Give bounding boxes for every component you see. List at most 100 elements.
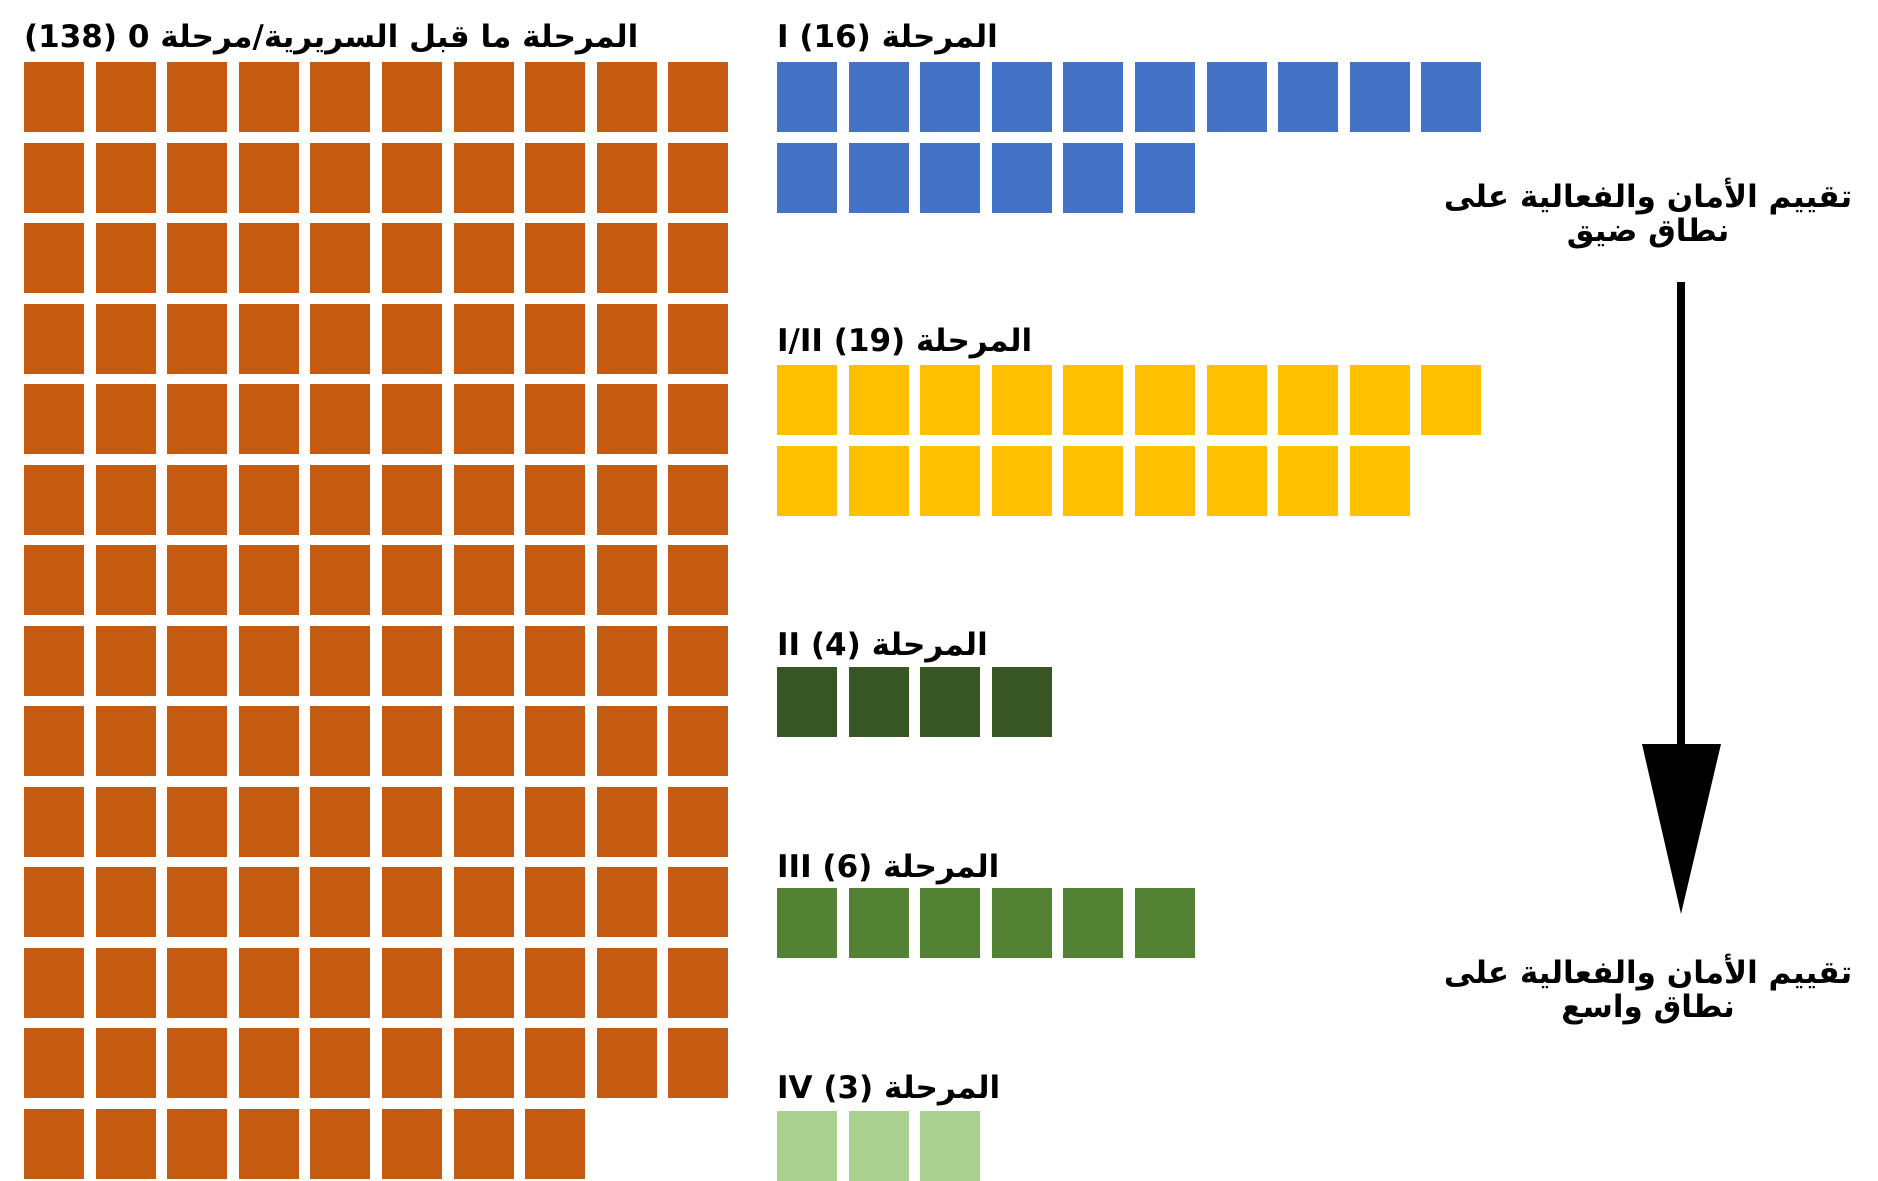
waffle-square <box>238 303 299 374</box>
waffle-square <box>95 947 156 1018</box>
waffle-square <box>167 947 228 1018</box>
waffle-square <box>310 786 371 857</box>
waffle-square <box>453 706 514 776</box>
waffle-square <box>920 62 981 132</box>
waffle-square <box>596 947 657 1018</box>
waffle-square <box>24 1028 84 1098</box>
waffle-square <box>24 625 84 696</box>
waffle-square <box>525 867 586 937</box>
waffle-square <box>920 1111 981 1181</box>
waffle-square <box>238 384 299 454</box>
waffle-square <box>310 947 371 1018</box>
waffle-square <box>453 1108 514 1179</box>
waffle-square <box>167 706 228 776</box>
group-title: المرحلة IV (3) <box>777 1070 1001 1106</box>
waffle-square <box>848 667 909 737</box>
waffle-square <box>310 1028 371 1098</box>
waffle-square <box>382 62 442 132</box>
waffle-square <box>1421 365 1482 435</box>
waffle-square <box>525 625 586 696</box>
waffle-square <box>1206 62 1267 132</box>
waffle-square <box>668 384 729 454</box>
waffle-square <box>382 625 442 696</box>
waffle-square <box>920 888 981 958</box>
waffle-square <box>668 303 729 374</box>
waffle-square <box>238 706 299 776</box>
waffle-square <box>920 445 981 516</box>
waffle-square <box>167 1108 228 1179</box>
waffle-square <box>668 1028 729 1098</box>
waffle-square <box>525 1108 586 1179</box>
waffle-square <box>24 867 84 937</box>
waffle-square <box>238 1108 299 1179</box>
waffle-square <box>24 947 84 1018</box>
group-title: المرحلة I/II (19) <box>777 323 1033 359</box>
waffle-square <box>848 888 909 958</box>
waffle-square <box>991 62 1052 132</box>
waffle-square <box>453 62 514 132</box>
waffle-square <box>95 1028 156 1098</box>
waffle-square <box>453 786 514 857</box>
arrow-head <box>1642 744 1721 914</box>
waffle-square <box>991 667 1052 737</box>
waffle-square <box>238 867 299 937</box>
waffle-square <box>453 625 514 696</box>
waffle-square <box>777 365 837 435</box>
waffle-square <box>238 947 299 1018</box>
waffle-square <box>382 142 442 213</box>
waffle-square <box>95 464 156 535</box>
waffle-square <box>382 384 442 454</box>
waffle-square <box>848 445 909 516</box>
waffle-square <box>453 303 514 374</box>
waffle-square <box>382 786 442 857</box>
waffle-square <box>596 867 657 937</box>
waffle-square <box>920 365 981 435</box>
waffle-square <box>1135 888 1195 958</box>
waffle-square <box>1063 142 1124 213</box>
waffle-square <box>95 384 156 454</box>
waffle-square <box>310 867 371 937</box>
waffle-square <box>525 786 586 857</box>
waffle-square <box>95 625 156 696</box>
annotation-large-scale: تقييم الأمان والفعالية على نطاق واسع <box>1443 955 1853 1025</box>
waffle-square <box>453 947 514 1018</box>
waffle-square <box>991 445 1052 516</box>
waffle-square <box>596 545 657 615</box>
waffle-square <box>238 625 299 696</box>
waffle-square <box>95 545 156 615</box>
waffle-square <box>777 667 837 737</box>
waffle-square <box>525 384 586 454</box>
waffle-square <box>167 1028 228 1098</box>
waffle-square <box>95 786 156 857</box>
waffle-square <box>167 223 228 293</box>
waffle-square <box>596 464 657 535</box>
waffle-square <box>596 786 657 857</box>
waffle-square <box>668 625 729 696</box>
waffle-square <box>1349 365 1410 435</box>
waffle-square <box>382 545 442 615</box>
waffle-square <box>238 223 299 293</box>
waffle-square <box>453 1028 514 1098</box>
waffle-square <box>1063 445 1124 516</box>
waffle-square <box>1135 142 1195 213</box>
waffle-square <box>24 786 84 857</box>
waffle-square <box>382 867 442 937</box>
waffle-square <box>1063 888 1124 958</box>
waffle-square <box>1063 62 1124 132</box>
waffle-square <box>238 1028 299 1098</box>
waffle-square <box>1206 445 1267 516</box>
waffle-square <box>24 62 84 132</box>
waffle-square <box>596 384 657 454</box>
waffle-square <box>1421 62 1482 132</box>
waffle-square <box>95 706 156 776</box>
waffle-square <box>167 62 228 132</box>
waffle-square <box>777 1111 837 1181</box>
waffle-square <box>24 303 84 374</box>
waffle-square <box>167 786 228 857</box>
waffle-square <box>596 303 657 374</box>
waffle-square <box>920 142 981 213</box>
waffle-square <box>382 706 442 776</box>
waffle-square <box>848 142 909 213</box>
waffle-square <box>1135 62 1195 132</box>
waffle-square <box>95 142 156 213</box>
